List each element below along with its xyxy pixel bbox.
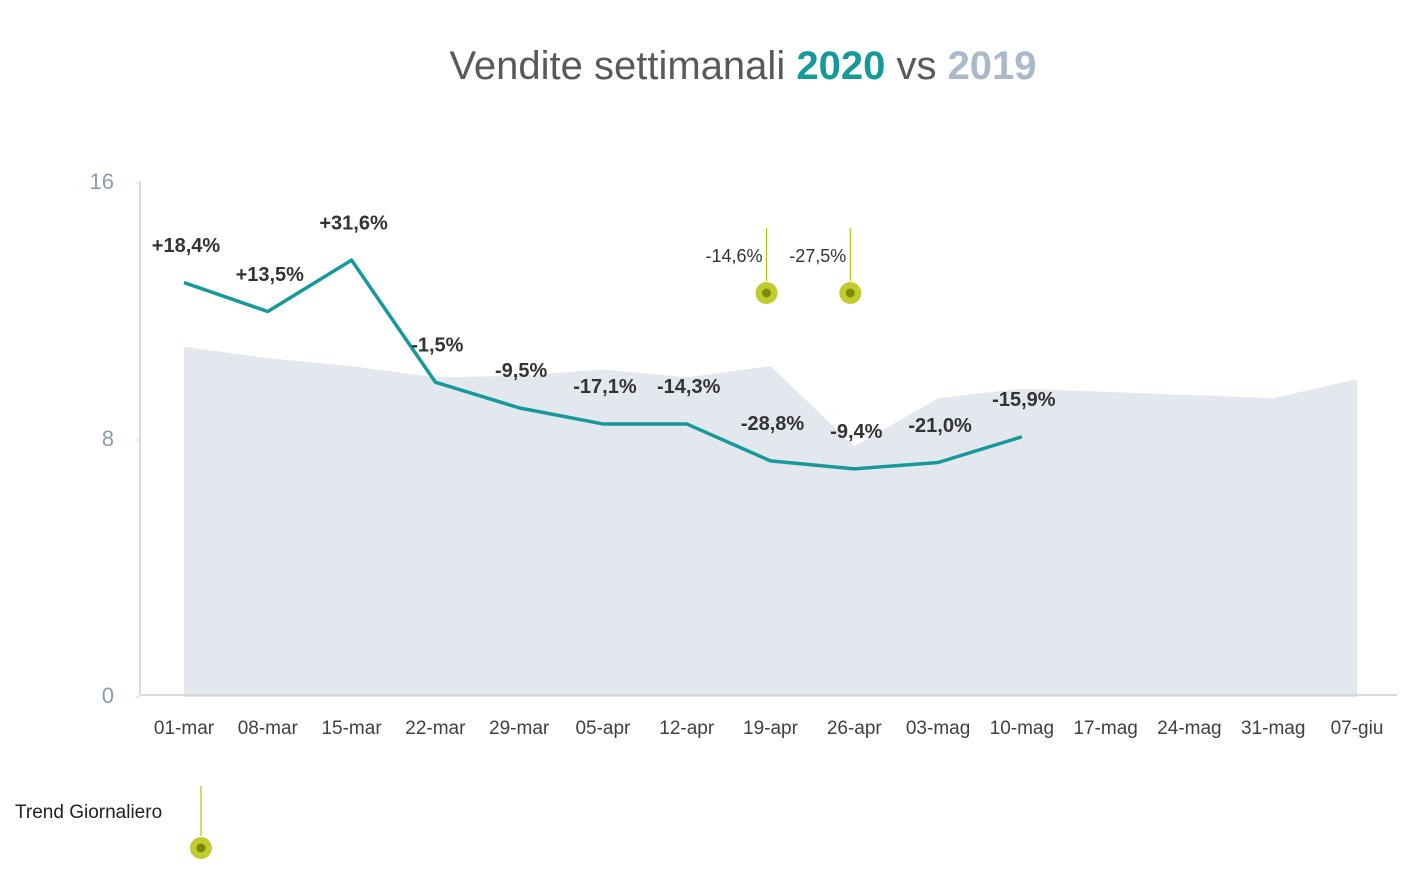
trend-label: -27,5% <box>789 246 846 266</box>
plot-area <box>183 258 1357 697</box>
data-label: -9,4% <box>830 421 882 443</box>
marker-core <box>845 288 855 298</box>
title-series: 2020 <box>796 44 885 88</box>
data-label: -1,5% <box>411 334 463 356</box>
area <box>184 346 1357 697</box>
line <box>183 258 1023 471</box>
x-tick-label: 01-mar <box>154 718 215 739</box>
trend-label: -14,6% <box>705 246 762 266</box>
chart-title: Vendite settimanali 2020 vs 2019 <box>449 44 1036 88</box>
data-label: -21,0% <box>908 415 972 437</box>
x-tick-label: 10-mag <box>990 718 1054 739</box>
x-tick-label: 24-mag <box>1157 718 1221 739</box>
title-joiner: vs <box>896 44 936 88</box>
data-label: +18,4% <box>152 235 221 257</box>
x-tick-label: 22-mar <box>405 718 466 739</box>
x-tick-label: 26-apr <box>827 718 883 739</box>
x-tick-label: 07-giu <box>1331 718 1384 739</box>
x-tick-label: 05-apr <box>575 718 631 739</box>
data-label: +31,6% <box>319 212 388 234</box>
x-tick-label: 29-mar <box>489 718 550 739</box>
y-tick-label: 0 <box>102 683 114 708</box>
x-tick-label: 03-mag <box>906 718 970 739</box>
x-tick-label: 31-mag <box>1241 718 1305 739</box>
x-tick-label: 15-mar <box>321 718 382 739</box>
x-tick-label: 12-apr <box>659 718 715 739</box>
title-series: 2019 <box>948 44 1037 88</box>
y-tick-label: 16 <box>90 169 114 194</box>
trend-legend: Trend Giornaliero <box>15 802 162 823</box>
marker-core <box>762 288 771 298</box>
data-label: -28,8% <box>741 413 805 435</box>
data-label: -15,9% <box>992 389 1056 411</box>
title-prefix: Vendite settimanali <box>449 44 785 88</box>
x-tick-label: 08-mar <box>238 718 299 739</box>
data-label: -14,3% <box>657 376 721 398</box>
x-tick-label: 19-apr <box>743 718 799 739</box>
marker-core <box>196 843 206 853</box>
y-tick-label: 8 <box>102 426 114 451</box>
x-tick-label: 17-mag <box>1073 718 1137 739</box>
data-label: -9,5% <box>495 360 547 382</box>
data-label: -17,1% <box>573 376 637 398</box>
data-label: +13,5% <box>236 264 305 286</box>
